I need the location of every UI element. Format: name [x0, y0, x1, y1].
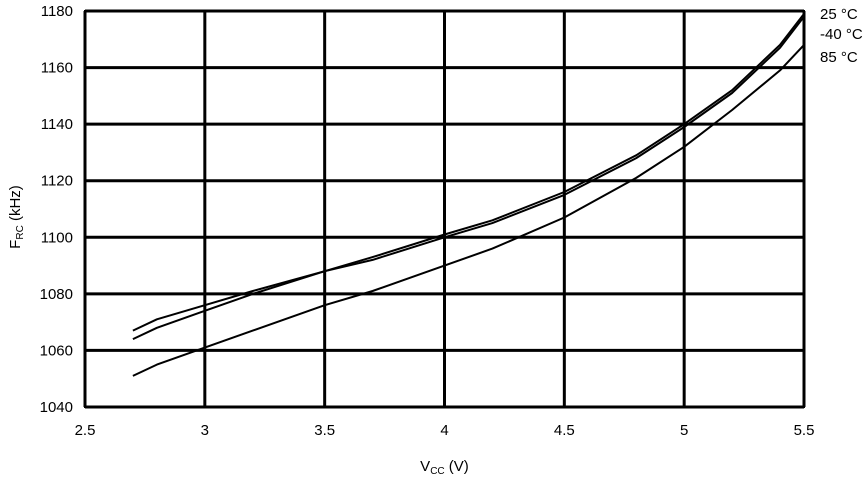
y-axis-title-unit: (kHz)	[7, 185, 24, 225]
x-tick-label: 5.5	[794, 422, 815, 439]
grid	[83, 9, 806, 409]
y-tick-label: 1140	[41, 116, 73, 133]
y-tick-label: 1160	[41, 60, 73, 77]
x-axis-title-unit: (V)	[445, 458, 469, 475]
series-lines	[132, 13, 805, 377]
y-tick-label: 1080	[40, 286, 73, 303]
x-tick-label: 4.5	[554, 422, 575, 439]
y-axis-title-sub: RC	[15, 225, 26, 239]
x-tick-label: 3.5	[314, 422, 335, 439]
series-line-3	[132, 44, 805, 377]
legend: 25 °C -40 °C 85 °C	[820, 6, 863, 66]
y-axis-title: FRC (kHz)	[7, 185, 26, 249]
x-tick-label: 2.5	[75, 422, 96, 439]
x-axis-title-sub: CC	[430, 466, 444, 477]
y-tick-label: 1100	[41, 229, 73, 246]
legend-label-1: 25 °C	[820, 6, 858, 23]
legend-label-3: 85 °C	[820, 49, 858, 66]
series-line-2	[132, 16, 805, 332]
tick-labels: 2.5 3 3.5 4 4.5 5 5.5 1040 1060 1080 1100 1120 1140 1…	[40, 3, 815, 439]
y-axis-title-main: F	[7, 240, 24, 249]
y-tick-label: 1040	[40, 399, 73, 416]
y-tick-label: 1060	[40, 342, 73, 359]
legend-label-2: -40 °C	[820, 26, 863, 43]
x-tick-label: 4	[440, 422, 448, 439]
x-tick-label: 3	[201, 422, 209, 439]
x-axis-title-main: V	[420, 458, 430, 475]
y-tick-label: 1180	[41, 3, 73, 20]
plot-frame	[84, 10, 805, 408]
series-line-1	[132, 13, 805, 341]
x-tick-label: 5	[680, 422, 688, 439]
x-axis-title: VCC (V)	[420, 458, 469, 477]
y-tick-label: 1120	[41, 173, 73, 190]
